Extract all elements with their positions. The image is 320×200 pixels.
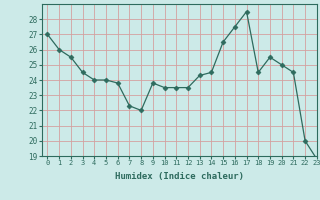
X-axis label: Humidex (Indice chaleur): Humidex (Indice chaleur): [115, 172, 244, 181]
